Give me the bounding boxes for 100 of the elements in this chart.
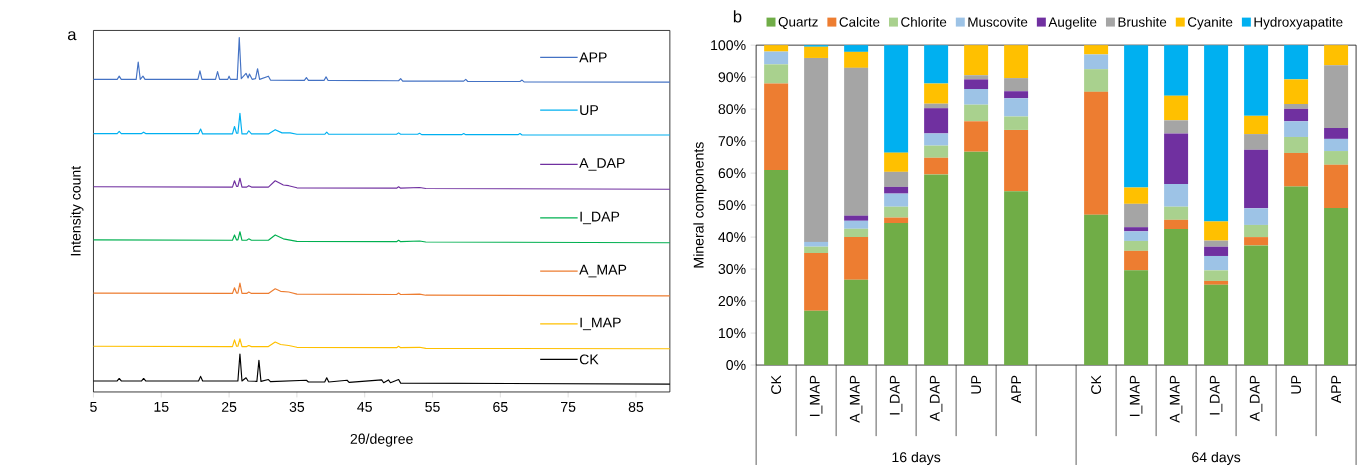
bar — [1244, 236, 1269, 246]
bar — [1244, 245, 1269, 365]
bar — [964, 151, 989, 365]
bar — [1164, 183, 1189, 207]
bar — [804, 246, 829, 253]
bar — [924, 108, 949, 134]
bar — [1164, 120, 1189, 134]
x-tick-label: CK — [771, 375, 782, 394]
bar — [764, 169, 789, 365]
legend-label: Muscovite — [968, 16, 1028, 27]
legend-label: A_DAP — [579, 158, 625, 171]
bar — [804, 310, 829, 365]
legend-label: Calcite — [839, 16, 880, 27]
bar — [764, 83, 789, 170]
bar — [1004, 45, 1029, 78]
bar — [884, 206, 909, 218]
bar — [804, 57, 829, 242]
y-axis-title: Intensity count — [70, 165, 84, 256]
bar — [1284, 108, 1309, 122]
bar — [1204, 246, 1229, 256]
bar — [1164, 206, 1189, 220]
bar — [1004, 98, 1029, 117]
x-tick-label: A_MAP — [849, 375, 863, 423]
bar — [924, 174, 949, 365]
bar — [964, 88, 989, 105]
y-tick-label: 100% — [711, 40, 746, 50]
x-tick-label: I_MAP — [809, 375, 823, 416]
bar — [1324, 138, 1349, 151]
legend-label: Cyanite — [1188, 16, 1233, 30]
x-tick-label: A_DAP — [929, 375, 943, 422]
bar — [1324, 150, 1349, 165]
bar — [1084, 54, 1109, 70]
bar — [1204, 255, 1229, 271]
bar — [1164, 219, 1189, 229]
legend-label: Hydroxyapatite — [1254, 16, 1343, 30]
x-tick-label: 5 — [90, 401, 97, 412]
bar — [844, 51, 869, 68]
bar — [844, 45, 869, 52]
y-tick-label: 90% — [718, 72, 746, 82]
legend-label: Chlorite — [901, 16, 947, 27]
x-tick-label: 25 — [221, 401, 237, 412]
bar — [764, 51, 789, 65]
bar — [764, 45, 789, 52]
y-tick-label: 20% — [718, 295, 746, 306]
text: 16 days — [892, 451, 941, 465]
y-tick-label: 30% — [718, 263, 746, 274]
bar — [1244, 208, 1269, 225]
x-tick-label: A_MAP — [1169, 375, 1183, 423]
legend-label: I_DAP — [580, 211, 620, 225]
bar — [924, 157, 949, 175]
bar — [844, 228, 869, 237]
y-tick-label: 10% — [719, 327, 746, 338]
bar — [1124, 187, 1149, 204]
bar — [1204, 45, 1229, 222]
x-tick-label: I_DAP — [1209, 375, 1223, 415]
bar — [1244, 133, 1269, 150]
bar — [844, 279, 869, 365]
bar — [1164, 45, 1189, 96]
legend-label: I_MAP — [580, 317, 621, 331]
bar — [924, 145, 949, 158]
bar — [1244, 149, 1269, 209]
legend-label: A_MAP — [579, 264, 627, 278]
bar — [1284, 45, 1309, 80]
bar — [1164, 133, 1189, 184]
bar — [1324, 65, 1349, 128]
x-tick-label: 55 — [425, 401, 440, 412]
bar — [804, 252, 829, 311]
bar — [1284, 103, 1309, 109]
y-axis-title: Mineral components — [693, 142, 707, 268]
legend-label: CK — [579, 354, 599, 365]
bar — [884, 222, 909, 365]
bar — [1204, 270, 1229, 281]
x-tick-label: 45 — [357, 401, 372, 412]
bar — [1084, 214, 1109, 365]
bar — [1084, 69, 1109, 92]
x-tick-label: 35 — [289, 401, 305, 412]
bar — [1084, 91, 1109, 215]
y-tick-label: 60% — [718, 168, 746, 178]
bar — [1284, 186, 1309, 365]
bar — [1244, 224, 1269, 237]
chart-title: a — [67, 30, 77, 41]
bar — [764, 64, 789, 84]
bar — [1124, 240, 1149, 251]
bar — [1324, 45, 1349, 66]
bar — [1204, 280, 1229, 285]
bar — [1284, 136, 1309, 153]
bar — [924, 133, 949, 146]
bar — [1124, 231, 1149, 241]
bar — [1004, 191, 1029, 365]
legend-label: Augelite — [1048, 16, 1097, 30]
bar — [1004, 129, 1029, 192]
bar — [964, 75, 989, 80]
bar — [1324, 127, 1349, 139]
x-tick-label: 85 — [628, 401, 644, 412]
bar — [1204, 221, 1229, 241]
bar — [1124, 227, 1149, 232]
y-tick-label: 80% — [718, 104, 746, 114]
x-axis-title: 2θ/degree — [350, 433, 413, 447]
legend-label: UP — [580, 105, 599, 115]
bar — [1204, 240, 1229, 247]
